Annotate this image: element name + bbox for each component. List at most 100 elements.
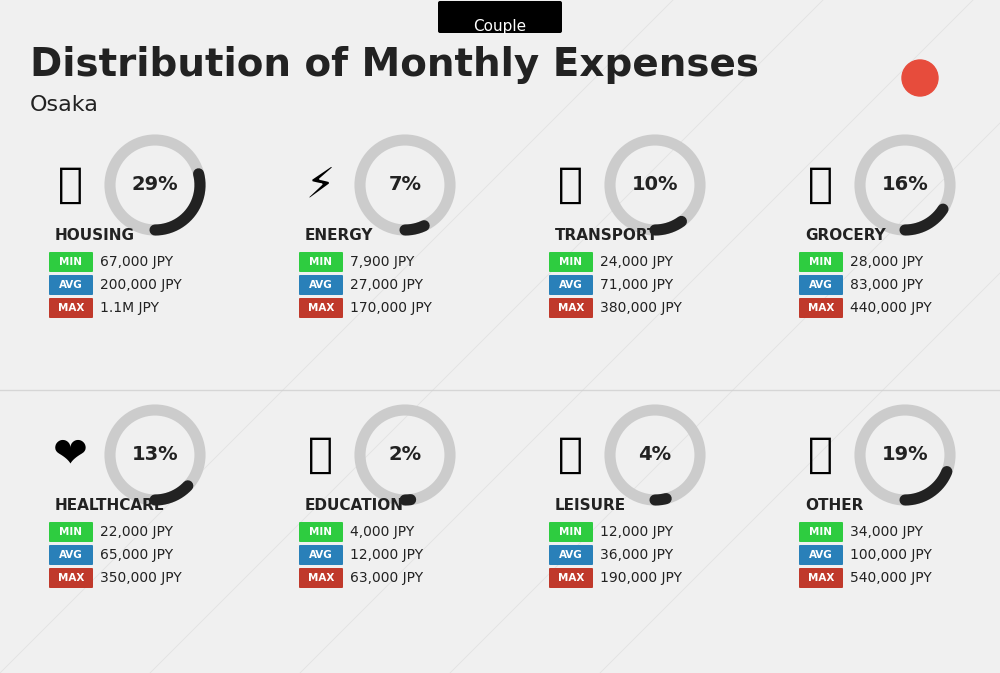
FancyBboxPatch shape [49,298,93,318]
Text: 540,000 JPY: 540,000 JPY [850,571,932,585]
FancyBboxPatch shape [549,545,593,565]
Text: ❤️: ❤️ [53,434,87,476]
Text: AVG: AVG [309,280,333,290]
Text: MIN: MIN [560,257,582,267]
Text: AVG: AVG [59,280,83,290]
FancyBboxPatch shape [549,275,593,295]
Text: 🛒: 🛒 [808,164,832,206]
Circle shape [902,60,938,96]
Text: Osaka: Osaka [30,95,99,115]
FancyBboxPatch shape [299,275,343,295]
FancyBboxPatch shape [799,545,843,565]
FancyBboxPatch shape [49,522,93,542]
Text: MIN: MIN [810,527,832,537]
Text: 🎓: 🎓 [308,434,332,476]
Text: 380,000 JPY: 380,000 JPY [600,301,682,315]
Text: AVG: AVG [559,550,583,560]
Text: GROCERY: GROCERY [805,227,886,242]
FancyBboxPatch shape [549,252,593,272]
Text: 7%: 7% [388,176,422,194]
Text: MAX: MAX [558,573,584,583]
Text: Distribution of Monthly Expenses: Distribution of Monthly Expenses [30,46,759,84]
Text: 4%: 4% [638,446,672,464]
Text: 63,000 JPY: 63,000 JPY [350,571,423,585]
Text: 65,000 JPY: 65,000 JPY [100,548,173,562]
FancyBboxPatch shape [549,298,593,318]
FancyBboxPatch shape [799,568,843,588]
Text: OTHER: OTHER [805,497,863,513]
FancyBboxPatch shape [299,568,343,588]
Text: 16%: 16% [882,176,928,194]
Text: 100,000 JPY: 100,000 JPY [850,548,932,562]
Text: Couple: Couple [473,20,527,34]
Text: AVG: AVG [809,550,833,560]
Text: TRANSPORT: TRANSPORT [555,227,658,242]
FancyBboxPatch shape [438,1,562,33]
Text: AVG: AVG [59,550,83,560]
Text: 71,000 JPY: 71,000 JPY [600,278,673,292]
Text: MIN: MIN [310,257,332,267]
FancyBboxPatch shape [299,252,343,272]
Text: 🛍️: 🛍️ [558,434,582,476]
Text: 34,000 JPY: 34,000 JPY [850,525,923,539]
FancyBboxPatch shape [299,522,343,542]
Text: MIN: MIN [60,257,82,267]
Text: MAX: MAX [308,303,334,313]
Text: MAX: MAX [58,303,84,313]
Text: AVG: AVG [559,280,583,290]
Text: AVG: AVG [309,550,333,560]
Text: 27,000 JPY: 27,000 JPY [350,278,423,292]
Text: EDUCATION: EDUCATION [305,497,404,513]
Text: MAX: MAX [558,303,584,313]
FancyBboxPatch shape [299,545,343,565]
Text: 24,000 JPY: 24,000 JPY [600,255,673,269]
Text: 440,000 JPY: 440,000 JPY [850,301,932,315]
Text: 🏢: 🏢 [58,164,82,206]
Text: 2%: 2% [388,446,422,464]
Text: 13%: 13% [132,446,178,464]
Text: MIN: MIN [810,257,832,267]
Text: 22,000 JPY: 22,000 JPY [100,525,173,539]
Text: 190,000 JPY: 190,000 JPY [600,571,682,585]
Text: 4,000 JPY: 4,000 JPY [350,525,414,539]
Text: 7,900 JPY: 7,900 JPY [350,255,414,269]
Text: 10%: 10% [632,176,678,194]
Text: 19%: 19% [882,446,928,464]
Text: 12,000 JPY: 12,000 JPY [350,548,423,562]
FancyBboxPatch shape [299,298,343,318]
FancyBboxPatch shape [49,252,93,272]
Text: 28,000 JPY: 28,000 JPY [850,255,923,269]
FancyBboxPatch shape [799,275,843,295]
Text: 🚌: 🚌 [558,164,582,206]
Text: 170,000 JPY: 170,000 JPY [350,301,432,315]
Text: 💰: 💰 [808,434,832,476]
FancyBboxPatch shape [799,252,843,272]
Text: ⚡: ⚡ [305,164,335,206]
Text: MAX: MAX [808,573,834,583]
Text: 350,000 JPY: 350,000 JPY [100,571,182,585]
FancyBboxPatch shape [49,275,93,295]
Text: MIN: MIN [60,527,82,537]
FancyBboxPatch shape [49,545,93,565]
FancyBboxPatch shape [799,522,843,542]
FancyBboxPatch shape [49,568,93,588]
Text: LEISURE: LEISURE [555,497,626,513]
Text: MIN: MIN [310,527,332,537]
Text: MAX: MAX [308,573,334,583]
Text: 200,000 JPY: 200,000 JPY [100,278,182,292]
Text: MIN: MIN [560,527,582,537]
Text: 1.1M JPY: 1.1M JPY [100,301,159,315]
Text: HEALTHCARE: HEALTHCARE [55,497,165,513]
Text: MAX: MAX [808,303,834,313]
Text: MAX: MAX [58,573,84,583]
Text: 83,000 JPY: 83,000 JPY [850,278,923,292]
Text: HOUSING: HOUSING [55,227,135,242]
Text: 12,000 JPY: 12,000 JPY [600,525,673,539]
FancyBboxPatch shape [549,568,593,588]
Text: 29%: 29% [132,176,178,194]
FancyBboxPatch shape [549,522,593,542]
FancyBboxPatch shape [799,298,843,318]
Text: 67,000 JPY: 67,000 JPY [100,255,173,269]
Text: ENERGY: ENERGY [305,227,374,242]
Text: 36,000 JPY: 36,000 JPY [600,548,673,562]
